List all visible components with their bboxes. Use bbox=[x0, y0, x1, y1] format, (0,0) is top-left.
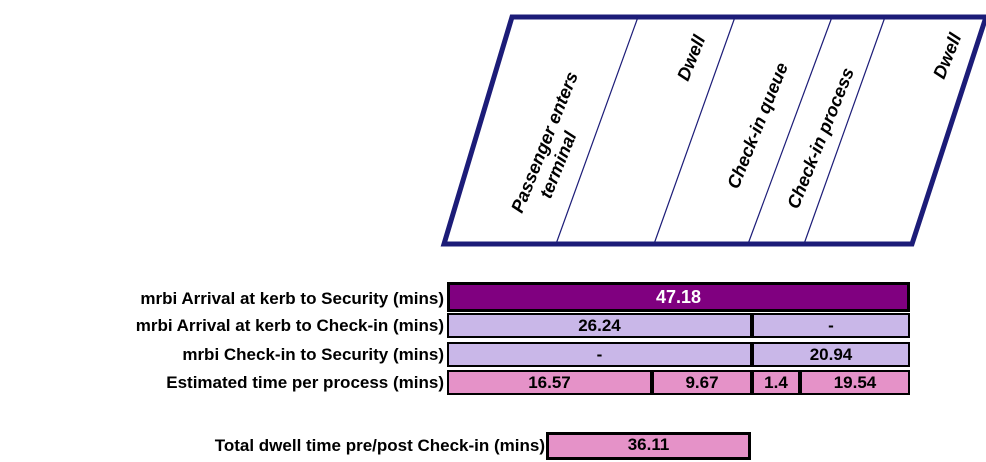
column-divider bbox=[747, 16, 833, 245]
column-divider bbox=[803, 16, 886, 245]
column-divider bbox=[555, 16, 639, 245]
label-per-process: Estimated time per process (mins) bbox=[166, 373, 444, 392]
label-arrival-to-security: mrbi Arrival at kerb to Security (mins) bbox=[140, 289, 444, 308]
label-total-dwell: Total dwell time pre/post Check-in (mins… bbox=[214, 436, 545, 455]
label-checkin-to-security: mrbi Check-in to Security (mins) bbox=[182, 345, 444, 364]
value-process-passenger-enters: 16.57 bbox=[447, 370, 652, 395]
value-arrival-to-checkin-post: - bbox=[752, 313, 910, 338]
value-checkin-to-security-pre: - bbox=[447, 342, 752, 367]
label-arrival-to-checkin: mrbi Arrival at kerb to Check-in (mins) bbox=[135, 316, 444, 335]
value-process-checkin: 1.4 bbox=[752, 370, 800, 395]
process-header: Passenger enters terminal Dwell Check-in… bbox=[440, 14, 986, 247]
value-arrival-to-security: 47.18 bbox=[447, 282, 910, 312]
value-process-dwell-post: 19.54 bbox=[800, 370, 910, 395]
value-arrival-to-checkin: 26.24 bbox=[447, 313, 752, 338]
header-box bbox=[440, 14, 986, 247]
value-process-dwell: 9.67 bbox=[652, 370, 752, 395]
value-checkin-to-security: 20.94 bbox=[752, 342, 910, 367]
value-total-dwell: 36.11 bbox=[546, 432, 751, 460]
column-divider bbox=[653, 16, 736, 245]
